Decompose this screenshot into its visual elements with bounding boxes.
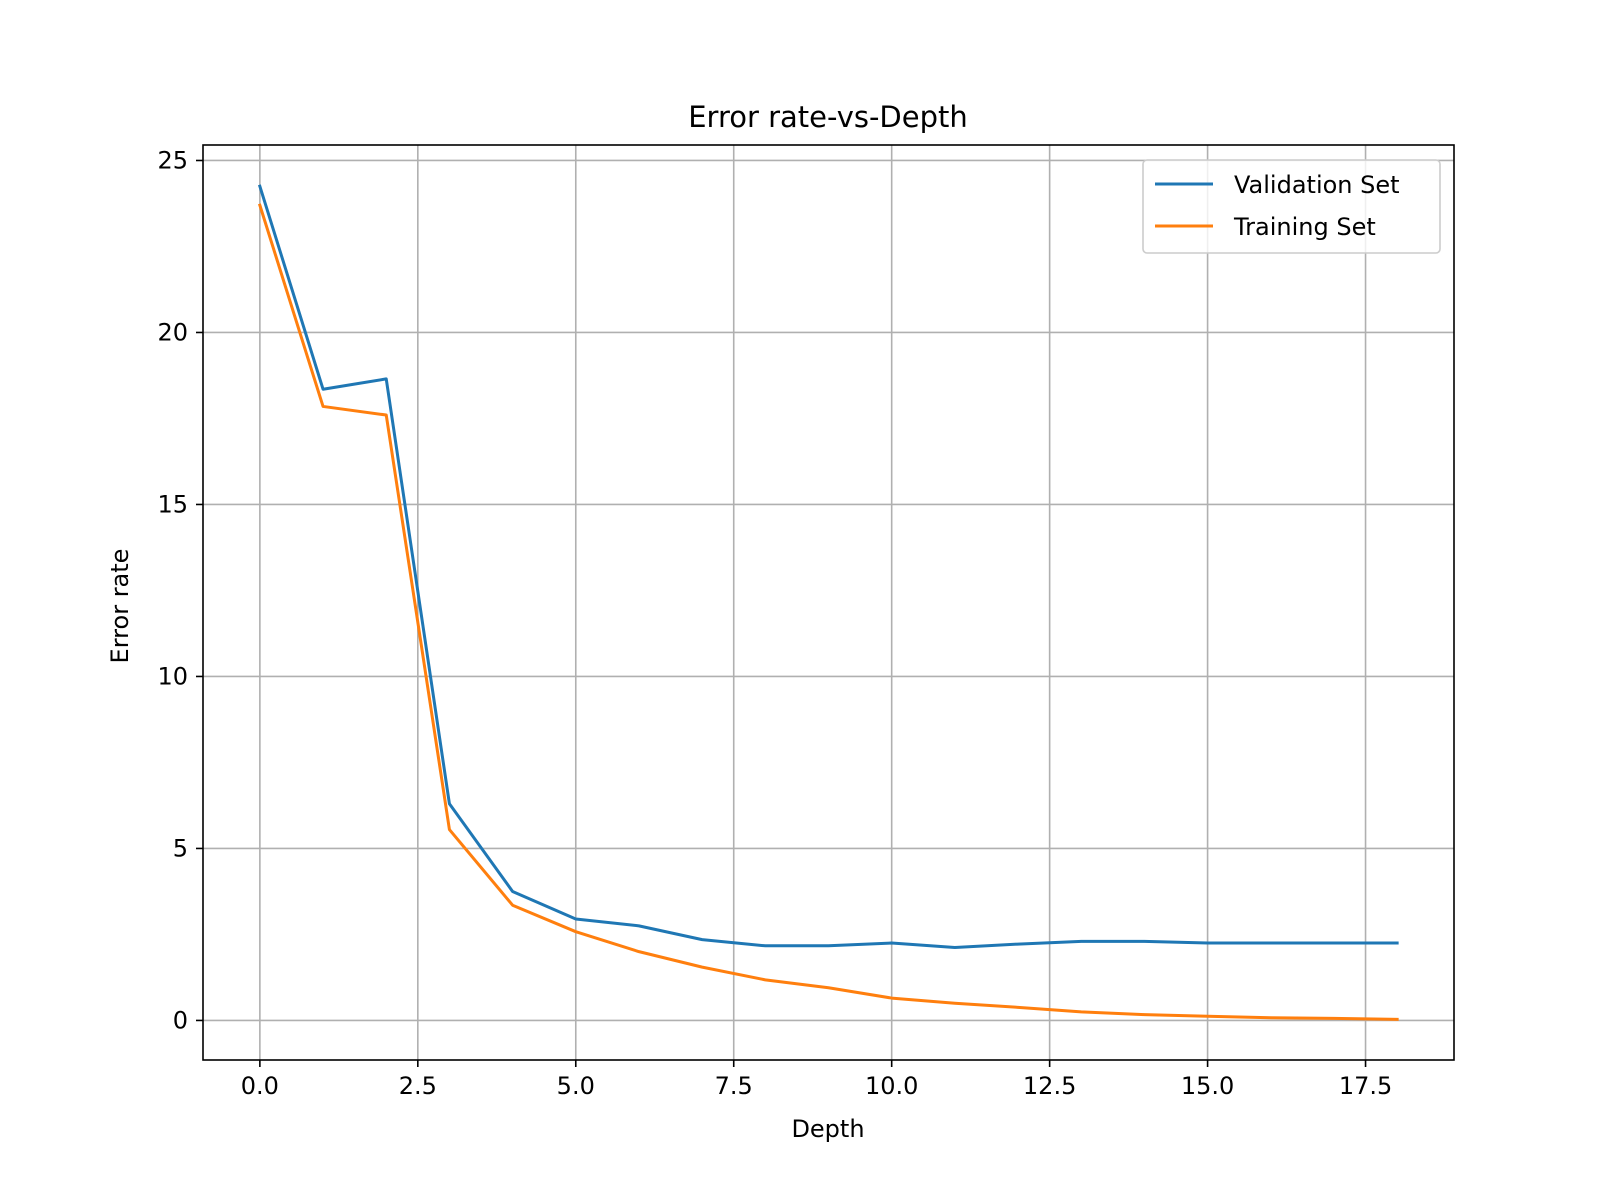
series-lines [257,184,1399,1021]
x-axis: 0.0 2.5 5.0 7.5 10.0 12.5 15.0 17.5 [241,1060,1392,1100]
x-tick-label: 12.5 [1023,1072,1076,1100]
y-tick-label: 0 [173,1006,188,1034]
x-tick-label: 17.5 [1339,1072,1392,1100]
series-line-training-set [257,203,1399,1021]
x-tick-label: 10.0 [865,1072,918,1100]
plot-area [203,145,1454,1060]
series-line-validation-set [257,184,1399,950]
y-axis-label: Error rate [106,549,134,664]
grid [203,145,1454,1060]
plot-frame [202,144,1455,1061]
y-tick-label: 10 [157,662,188,690]
legend-box [1142,159,1441,254]
y-tick-label: 25 [157,146,188,174]
x-tick-label: 5.0 [557,1072,595,1100]
x-tick-label: 2.5 [399,1072,437,1100]
x-tick-label: 0.0 [241,1072,279,1100]
legend-label-training: Training Set [1233,213,1376,241]
chart-title: Error rate-vs-Depth [688,100,968,134]
legend: Validation Set Training Set [1142,159,1441,254]
legend-label-validation: Validation Set [1234,171,1400,199]
x-tick-label: 7.5 [715,1072,753,1100]
y-tick-label: 15 [157,490,188,518]
y-tick-label: 5 [173,834,188,862]
x-axis-label: Depth [791,1115,864,1143]
y-tick-label: 20 [157,318,188,346]
y-axis: 0 5 10 15 20 25 [157,146,203,1034]
x-tick-label: 15.0 [1181,1072,1234,1100]
